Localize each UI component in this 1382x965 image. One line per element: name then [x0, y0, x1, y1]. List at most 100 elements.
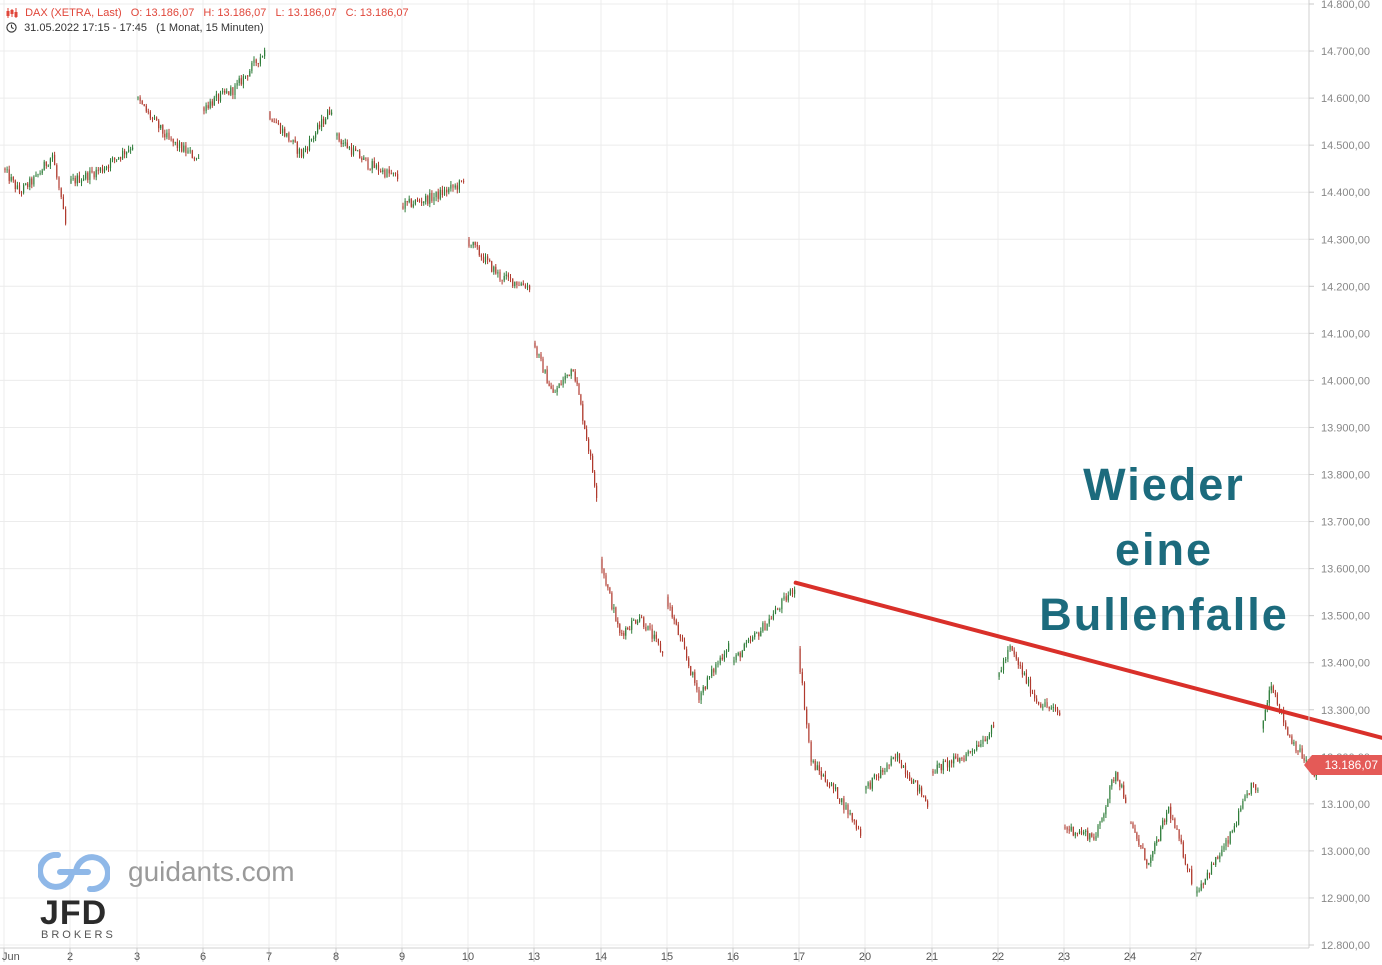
candle-body	[491, 261, 493, 272]
candle-body	[603, 569, 605, 576]
candle-body	[998, 672, 1000, 677]
candle-body	[520, 283, 522, 286]
candle-body	[302, 149, 305, 157]
candle-body	[363, 157, 365, 160]
candle-body	[993, 725, 995, 727]
candle-body	[487, 256, 489, 260]
candle-body	[1097, 825, 1099, 837]
candle-body	[369, 168, 371, 170]
candle-body	[737, 652, 739, 655]
candle-body	[576, 380, 578, 384]
candle-body	[371, 161, 373, 170]
candle-body	[195, 158, 198, 160]
candle-body	[16, 185, 18, 190]
candle-body	[921, 787, 923, 796]
candle-body	[609, 587, 611, 594]
candle-body	[544, 369, 546, 373]
candle-body	[1080, 831, 1083, 834]
candle-body	[925, 796, 927, 802]
candle-body	[1221, 849, 1223, 856]
candle-body	[474, 241, 476, 245]
y-tick-label: 14.500,00	[1321, 140, 1370, 152]
candle-body	[774, 608, 777, 614]
candle-body	[1189, 869, 1191, 870]
candle-body	[375, 165, 377, 168]
candle-body	[450, 184, 452, 189]
candle-body	[14, 180, 16, 189]
x-tick-label: 6	[200, 951, 206, 963]
candle-body	[1068, 829, 1070, 831]
candle-body	[33, 176, 35, 185]
candle-body	[489, 260, 491, 262]
candle-body	[1208, 872, 1211, 875]
candle-body	[257, 63, 259, 64]
candle-body	[743, 644, 745, 651]
candle-body	[251, 62, 253, 71]
candlestick-icon	[6, 8, 18, 18]
broker-logo-text: JFD	[40, 894, 108, 932]
candle-body	[538, 354, 540, 356]
candle-body	[822, 774, 824, 777]
candle-body	[211, 101, 213, 106]
candle-body	[812, 761, 814, 762]
candle-body	[484, 256, 487, 262]
candle-body	[156, 117, 158, 121]
candle-body	[120, 157, 122, 159]
candle-body	[824, 774, 826, 782]
candle-body	[288, 133, 290, 141]
candle-body	[1040, 704, 1042, 708]
candle-body	[47, 165, 49, 167]
candle-body	[1158, 840, 1160, 841]
candle-body	[394, 172, 397, 174]
candle-body	[592, 455, 594, 472]
candle-body	[694, 672, 696, 683]
candle-body	[91, 170, 93, 173]
candle-body	[1123, 785, 1125, 798]
candle-body	[791, 589, 794, 594]
candle-body	[806, 709, 808, 725]
candle-body	[1140, 845, 1142, 848]
candle-body	[29, 178, 31, 187]
candle-body	[230, 87, 232, 95]
candle-body	[122, 150, 124, 159]
y-tick-label: 13.800,00	[1321, 470, 1370, 482]
candle-body	[938, 764, 940, 765]
candle-body	[70, 178, 72, 183]
annotation-line-2: eine	[1114, 524, 1214, 575]
candle-body	[886, 764, 888, 772]
candle-body	[166, 132, 168, 138]
candle-body	[1295, 742, 1297, 752]
candle-body	[425, 195, 427, 202]
candle-body	[1289, 735, 1291, 737]
candle-body	[1246, 793, 1248, 796]
candle-body	[107, 166, 110, 168]
candle-body	[1285, 722, 1287, 728]
candle-body	[1134, 828, 1136, 833]
candle-body	[1005, 659, 1007, 661]
candle-body	[873, 774, 875, 778]
candle-body	[336, 133, 338, 136]
candle-body	[1206, 872, 1208, 879]
candle-body	[1136, 832, 1138, 839]
candle-body	[1059, 712, 1061, 715]
candle-body	[1166, 812, 1168, 822]
candle-body	[476, 245, 478, 247]
candle-body	[1044, 702, 1046, 707]
candle-body	[143, 104, 145, 106]
candle-body	[1064, 827, 1066, 829]
candle-body	[431, 193, 433, 201]
candle-body	[779, 609, 781, 610]
candle-body	[882, 770, 884, 773]
candle-body	[111, 157, 114, 161]
candle-body	[1054, 707, 1057, 709]
candle-body	[1283, 709, 1285, 723]
candle-body	[845, 805, 847, 810]
candle-body	[1231, 831, 1233, 833]
candle-body	[153, 117, 156, 119]
y-tick-label: 14.000,00	[1321, 375, 1370, 387]
candle-body	[548, 383, 550, 387]
candle-body	[54, 154, 56, 166]
candle-body	[1125, 797, 1127, 803]
candle-body	[203, 107, 205, 112]
candle-body	[342, 143, 344, 144]
